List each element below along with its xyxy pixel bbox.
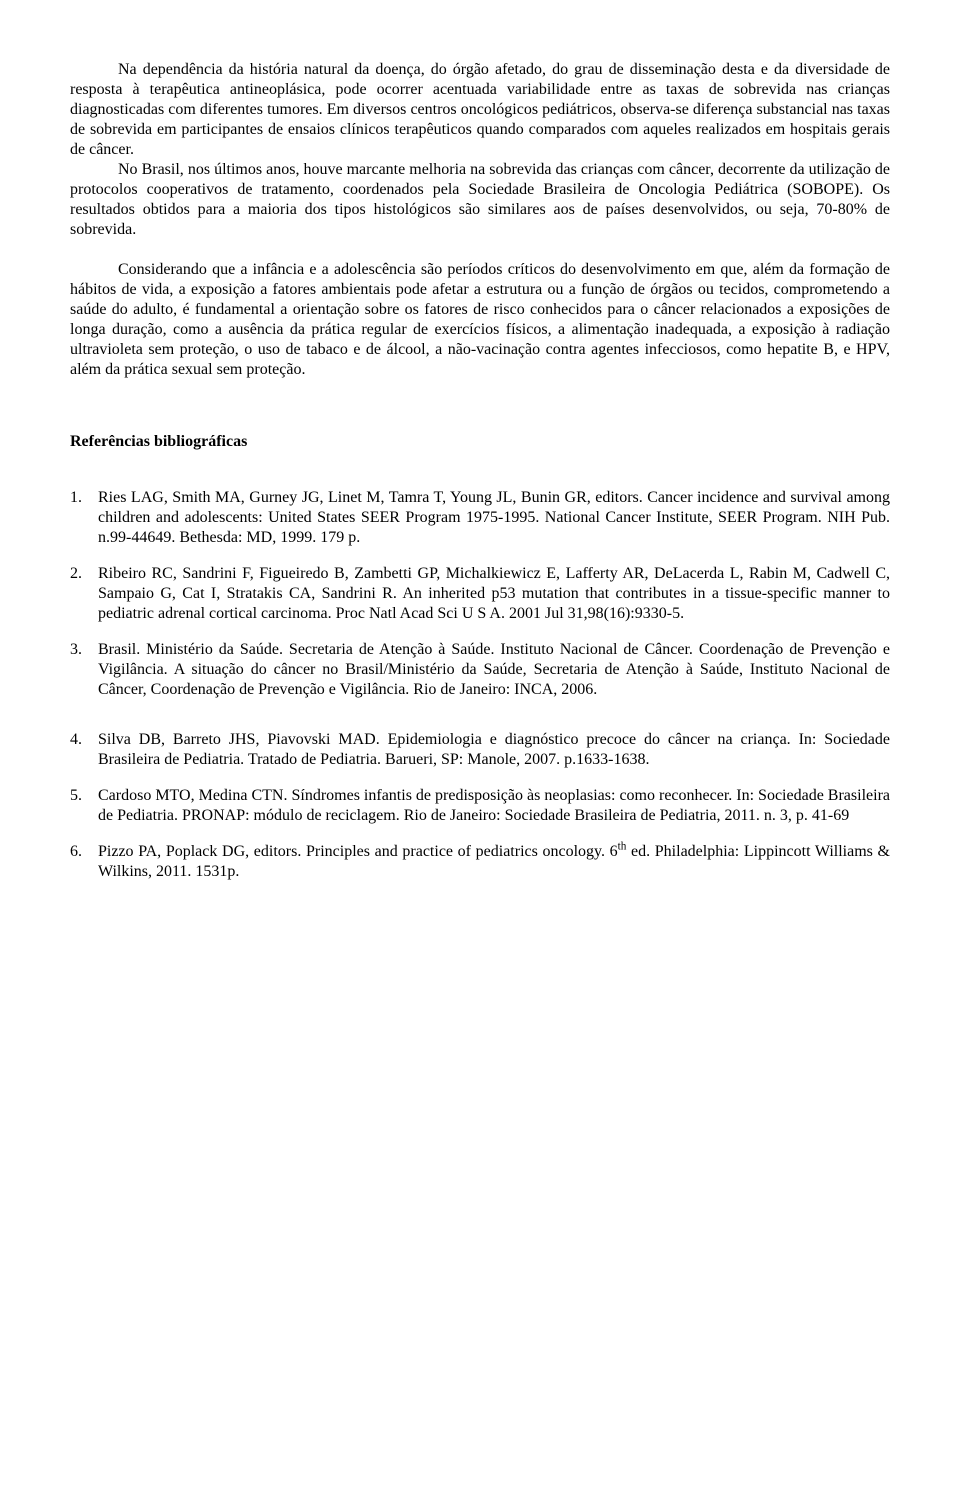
body-paragraph-1: Na dependência da história natural da do… (70, 60, 890, 160)
reference-item: Pizzo PA, Poplack DG, editors. Principle… (70, 842, 890, 882)
spacer (70, 240, 890, 260)
spacer (70, 452, 890, 488)
references-heading: Referências bibliográficas (70, 432, 890, 452)
body-paragraph-2: No Brasil, nos últimos anos, houve marca… (70, 160, 890, 240)
reference-text: Pizzo PA, Poplack DG, editors. Principle… (98, 843, 618, 860)
reference-item: Cardoso MTO, Medina CTN. Síndromes infan… (70, 786, 890, 826)
reference-item: Silva DB, Barreto JHS, Piavovski MAD. Ep… (70, 730, 890, 770)
body-paragraph-3: Considerando que a infância e a adolescê… (70, 260, 890, 380)
references-list: Ries LAG, Smith MA, Gurney JG, Linet M, … (70, 488, 890, 882)
reference-item: Brasil. Ministério da Saúde. Secretaria … (70, 640, 890, 700)
reference-item: Ribeiro RC, Sandrini F, Figueiredo B, Za… (70, 564, 890, 624)
reference-item: Ries LAG, Smith MA, Gurney JG, Linet M, … (70, 488, 890, 548)
spacer (70, 380, 890, 432)
